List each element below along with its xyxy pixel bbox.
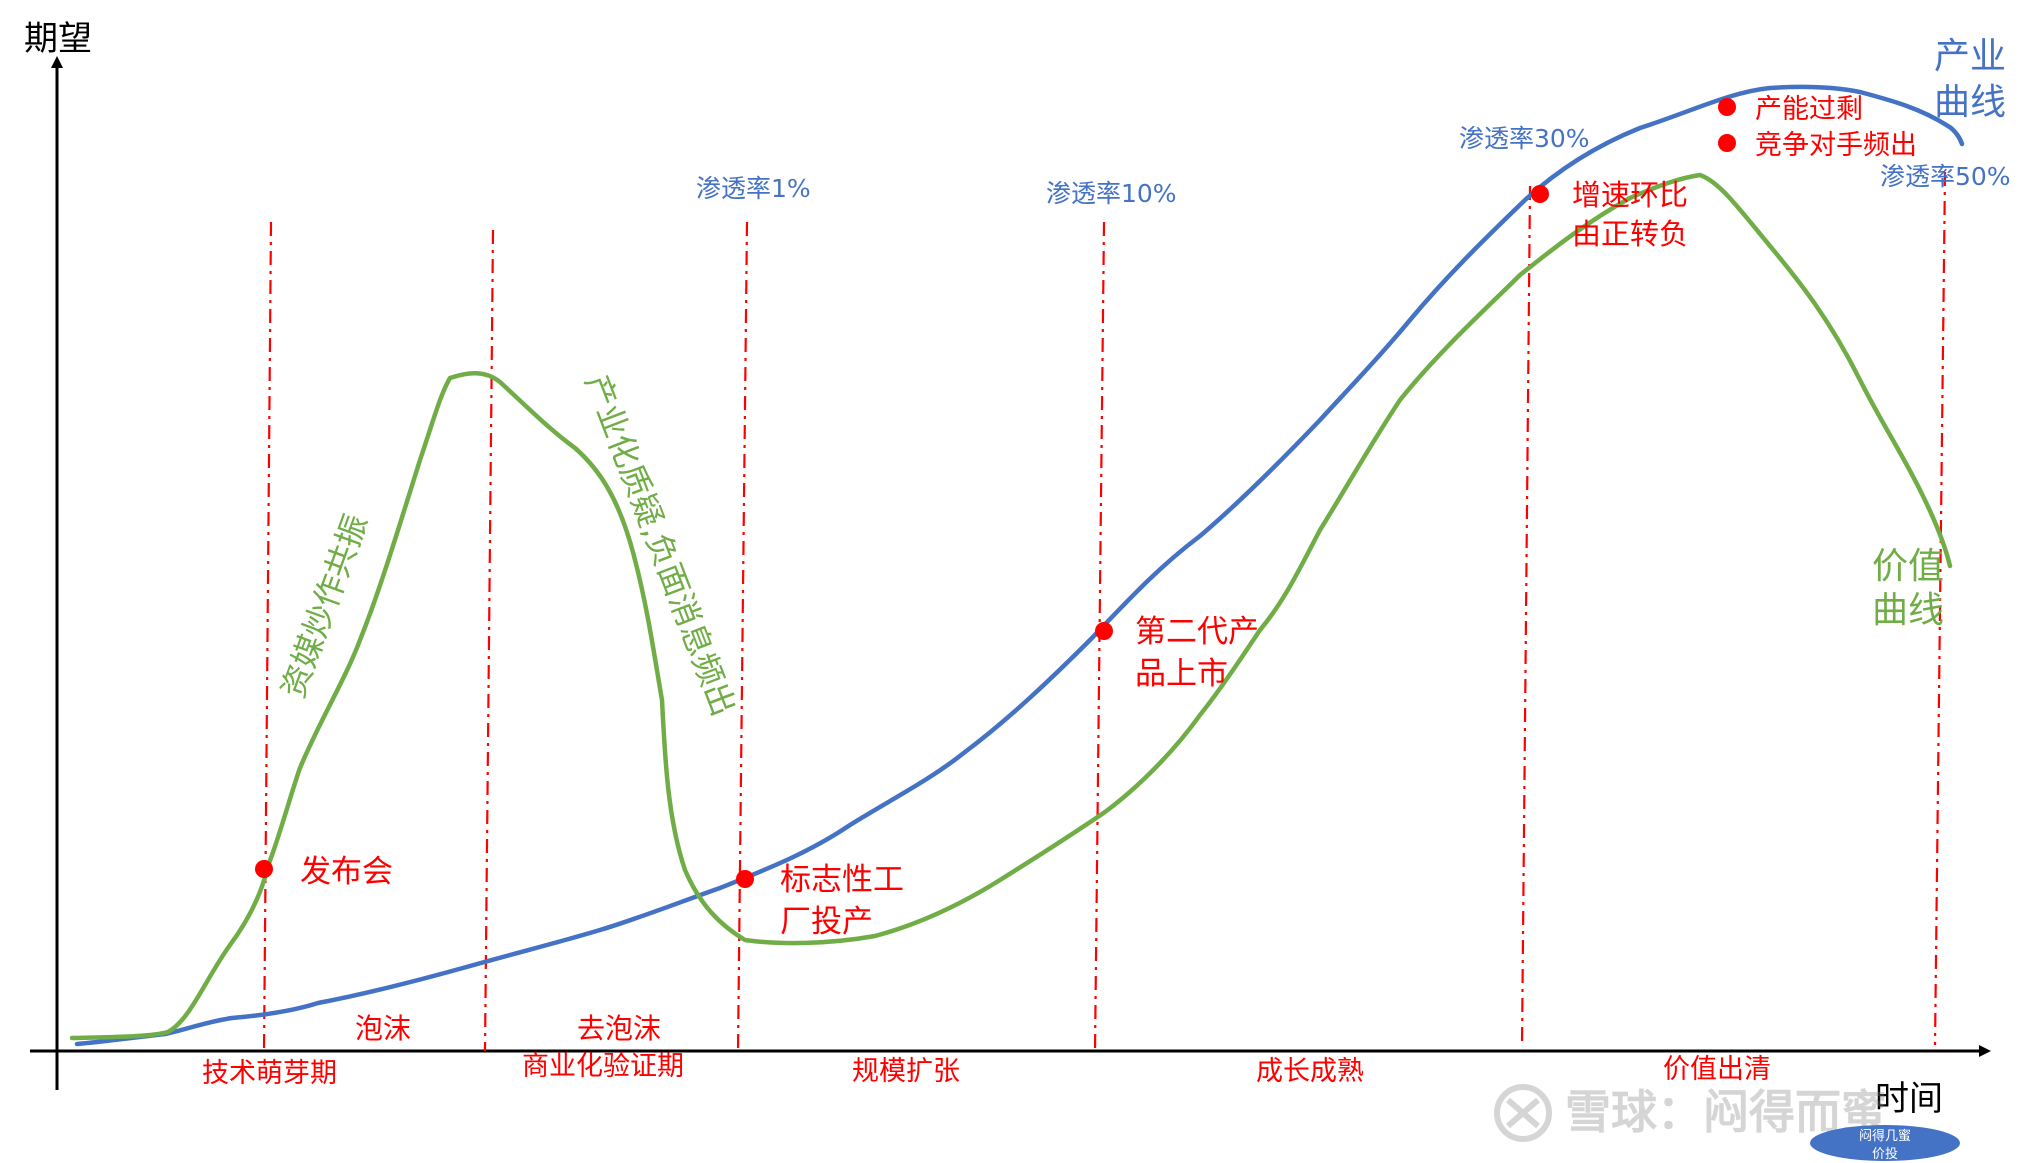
phase-4-label: 成长成熟 [1256, 1056, 1364, 1087]
event-competitors-label: 竞争对手频出 [1755, 130, 1917, 161]
divider-3 [736, 221, 749, 1052]
penetration-50-label: 渗透率50% [1880, 162, 2011, 191]
badge-text-2: 价投 [1872, 1146, 1898, 1162]
event-dot-growth [1531, 185, 1549, 203]
watermark: 雪球：闷得而蜜 [1494, 1084, 1887, 1142]
event-growth-label-1: 增速环比 [1572, 178, 1688, 212]
phase-1-label: 技术萌芽期 [202, 1058, 337, 1089]
divider-2 [483, 229, 495, 1052]
industry-curve [74, 84, 1965, 1047]
hype-annotation: 资媒炒作共振 [274, 509, 375, 702]
event-dots [255, 98, 1736, 888]
bubble-label: 泡沫 [355, 1012, 411, 1045]
y-axis-label: 期望 [24, 19, 92, 59]
divider-1 [262, 221, 273, 1052]
value-curve-label-1: 价值 [1872, 546, 1944, 587]
phase-dividers [262, 171, 1947, 1052]
badge-text-1: 闷得几蜜 [1859, 1128, 1911, 1144]
event-dot-launch [255, 860, 273, 878]
penetration-30-label: 渗透率30% [1459, 124, 1590, 153]
watermark-logo [1494, 1084, 1552, 1142]
divider-6 [1933, 171, 1947, 1046]
event-gen2-label-2: 品上市 [1135, 656, 1228, 692]
badge-ellipse [1810, 1125, 1960, 1161]
event-factory-label-1: 标志性工 [780, 862, 904, 898]
event-dot-factory [736, 870, 754, 888]
event-launch-label: 发布会 [300, 854, 393, 890]
watermark-badge: 闷得几蜜 价投 [1810, 1125, 1960, 1162]
x-axis-label: 时间 [1875, 1079, 1943, 1119]
industry-curve-label-1: 产业 [1934, 36, 2006, 77]
phase-5-label: 价值出清 [1663, 1054, 1771, 1085]
event-dot-gen2 [1095, 622, 1113, 640]
phase-3-label: 规模扩张 [852, 1056, 960, 1087]
phase-2-label: 商业化验证期 [522, 1051, 684, 1082]
value-curve [69, 172, 1953, 1041]
event-dot-competitors [1718, 134, 1736, 152]
industry-curve-label-2: 曲线 [1934, 82, 2006, 123]
penetration-1-label: 渗透率1% [696, 174, 811, 203]
event-overcapacity-label: 产能过剩 [1755, 94, 1863, 125]
event-growth-label-2: 由正转负 [1572, 217, 1688, 251]
doubt-annotation: 产业化质疑,负面消息频出 [578, 369, 743, 721]
penetration-10-label: 渗透率10% [1046, 179, 1177, 208]
event-dot-overcapacity [1718, 98, 1736, 116]
event-gen2-label-1: 第二代产 [1135, 614, 1259, 650]
divider-5 [1520, 185, 1532, 1046]
watermark-logo-mark [1506, 1097, 1540, 1129]
event-factory-label-2: 厂投产 [780, 904, 873, 940]
value-curve-label-2: 曲线 [1872, 590, 1944, 631]
debubble-label: 去泡沫 [577, 1012, 661, 1045]
